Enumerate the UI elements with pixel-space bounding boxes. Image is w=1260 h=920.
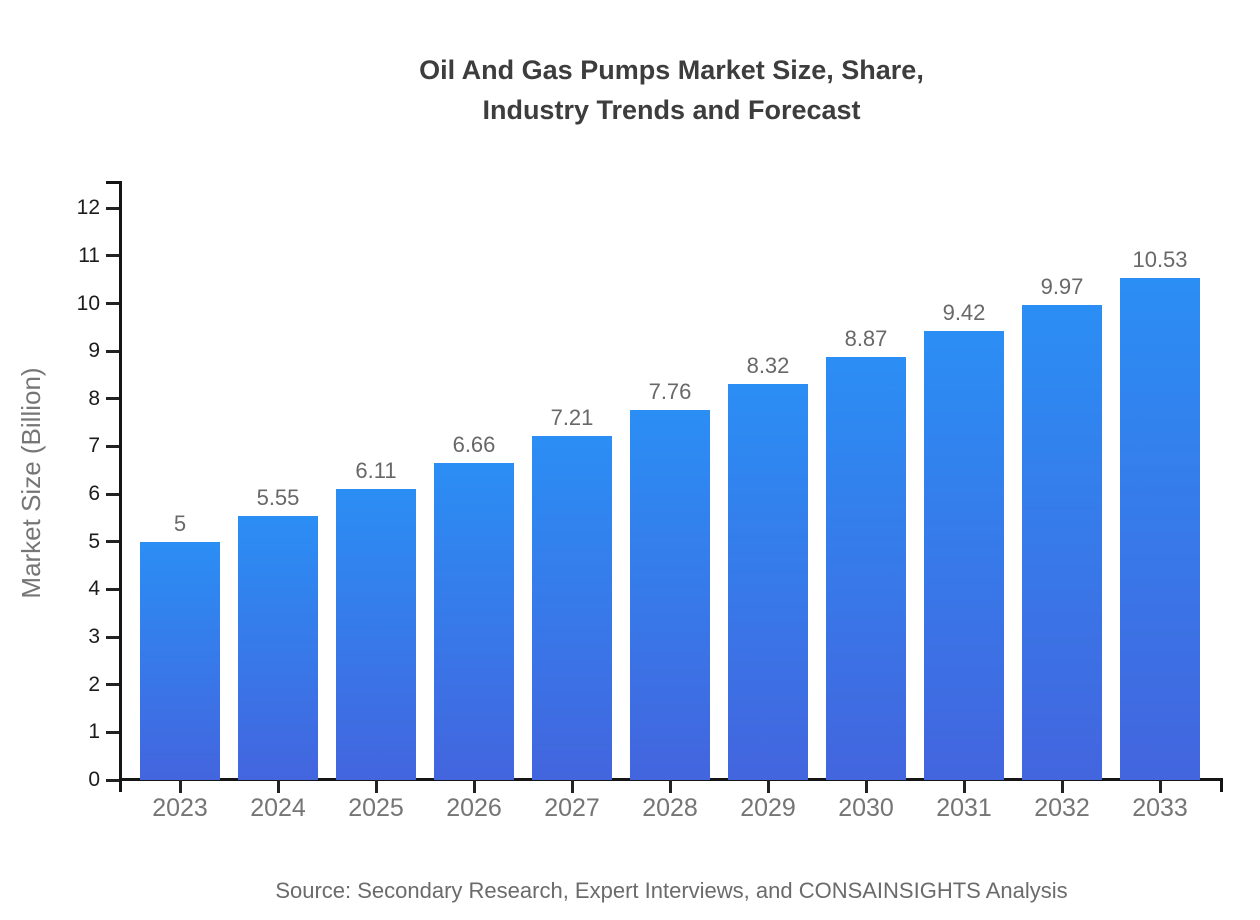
- bar-value-label: 9.97: [1040, 273, 1084, 299]
- y-tick-label: 2: [88, 672, 100, 696]
- y-tick-label: 6: [88, 482, 100, 506]
- x-tick-mark: [570, 780, 574, 793]
- y-tick-mark: [106, 302, 119, 305]
- bar: [630, 410, 710, 780]
- y-tick-label: 4: [88, 577, 100, 601]
- source-note: Source: Secondary Research, Expert Inter…: [275, 878, 1068, 903]
- bar: [434, 462, 514, 780]
- y-tick-label: 9: [88, 339, 100, 363]
- x-tick-mark: [668, 780, 672, 793]
- y-axis-top-cap: [106, 181, 122, 184]
- bar: [826, 357, 906, 780]
- bar-value-label: 9.42: [942, 300, 986, 326]
- bar: [1022, 304, 1102, 780]
- bar: [532, 436, 612, 780]
- x-tick-label: 2032: [1034, 794, 1090, 822]
- y-tick-mark: [106, 635, 119, 639]
- x-tick-mark: [276, 780, 280, 793]
- bar-value-label: 6.11: [355, 457, 397, 483]
- bar-value-label: 5.55: [256, 484, 300, 510]
- bar-value-label: 7.21: [550, 405, 594, 431]
- y-tick-mark: [106, 444, 119, 448]
- x-tick-label: 2028: [642, 794, 698, 822]
- y-tick-label: 0: [88, 768, 100, 791]
- y-tick-mark: [106, 730, 119, 734]
- x-tick-mark: [1060, 780, 1064, 793]
- y-tick-label: 11: [78, 243, 100, 267]
- y-tick-mark: [106, 540, 119, 544]
- bar: [336, 488, 416, 780]
- x-tick-mark: [472, 780, 476, 793]
- y-tick-label: 5: [88, 529, 100, 553]
- bar-value-label: 5: [173, 510, 187, 536]
- bar-value-label: 8.87: [844, 326, 888, 352]
- y-tick-label: 12: [76, 196, 100, 220]
- bar-value-label: 7.76: [648, 379, 692, 405]
- y-tick-mark: [106, 206, 119, 210]
- x-tick-mark: [374, 780, 378, 793]
- bar-value-label: 10.53: [1132, 247, 1188, 273]
- y-tick-mark: [106, 349, 119, 353]
- x-tick-label: 2024: [250, 794, 306, 822]
- chart-title-line2: Industry Trends and Forecast: [482, 95, 861, 125]
- x-tick-label: 2027: [544, 794, 600, 822]
- x-tick-mark: [962, 780, 966, 793]
- y-tick-label: 7: [88, 434, 100, 458]
- x-tick-mark: [766, 780, 770, 793]
- chart-title-line1: Oil And Gas Pumps Market Size, Share,: [419, 55, 924, 85]
- x-tick-label: 2030: [838, 794, 894, 822]
- y-tick-mark: [106, 778, 119, 782]
- y-tick-label: 10: [76, 291, 100, 315]
- y-tick-mark: [106, 587, 119, 591]
- x-axis-end-cap: [1220, 778, 1223, 792]
- bar: [728, 383, 808, 780]
- bar: [1120, 278, 1200, 780]
- bar: [238, 515, 318, 780]
- x-tick-label: 2023: [152, 794, 208, 822]
- bar: [140, 541, 220, 780]
- y-tick-label: 3: [88, 625, 100, 649]
- bar-value-label: 8.32: [746, 352, 790, 378]
- chart-title: Oil And Gas Pumps Market Size, Share, In…: [121, 50, 1222, 130]
- y-tick-label: 1: [88, 720, 100, 744]
- y-tick-mark: [106, 683, 119, 687]
- bar-value-label: 6.66: [452, 431, 496, 457]
- y-tick-label: 8: [88, 386, 100, 410]
- x-tick-mark: [864, 780, 868, 793]
- x-tick-label: 2033: [1132, 794, 1188, 822]
- bar: [924, 331, 1004, 780]
- x-tick-label: 2025: [348, 794, 404, 822]
- y-tick-mark: [106, 397, 119, 401]
- y-axis-line: [119, 181, 122, 792]
- x-tick-label: 2029: [740, 794, 796, 822]
- x-tick-mark: [178, 780, 182, 793]
- x-tick-mark: [1158, 780, 1162, 793]
- y-tick-mark: [106, 254, 119, 258]
- x-tick-label: 2026: [446, 794, 502, 822]
- x-tick-label: 2031: [936, 794, 992, 822]
- y-axis-label: Market Size (Billion): [16, 367, 46, 599]
- y-tick-mark: [106, 492, 119, 496]
